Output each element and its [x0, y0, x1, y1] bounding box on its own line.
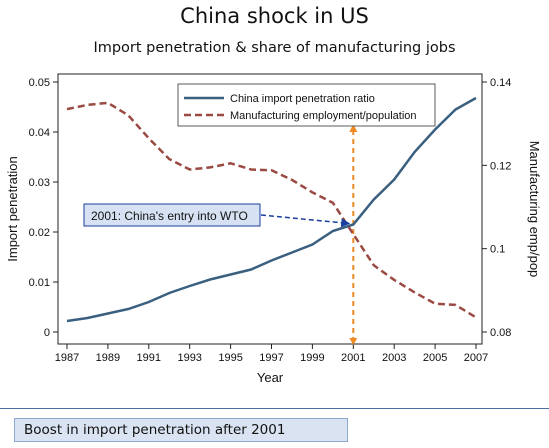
- y-left-tick-label: 0.05: [29, 77, 50, 89]
- legend-label-import-penetration: China import penetration ratio: [230, 93, 375, 105]
- x-axis: 1987 1989 1991 1993 1995 1997 1999 2001 2003 2005…: [55, 344, 488, 364]
- x-tick-label: 1993: [177, 352, 201, 364]
- slide-title: China shock in US: [180, 4, 369, 28]
- y-axis-left-label: Import penetration: [5, 156, 20, 262]
- y-left-tick-label: 0.01: [29, 277, 50, 289]
- x-tick-label: 1989: [96, 352, 120, 364]
- chart-subtitle: Import penetration & share of manufactur…: [93, 40, 456, 56]
- x-axis-label: Year: [257, 370, 284, 385]
- y-right-tick-label: 0.12: [490, 160, 511, 172]
- wto-annotation-text: 2001: China's entry into WTO: [91, 209, 248, 223]
- wto-line-arrow-top: [349, 124, 358, 132]
- wto-annotation-arrow: [260, 214, 351, 228]
- y-axis-left: 0 0.01 0.02 0.03 0.04 0.05: [29, 77, 58, 339]
- x-tick-label: 1999: [300, 352, 324, 364]
- x-tick-label: 1997: [259, 352, 283, 364]
- y-right-tick-label: 0.08: [490, 327, 511, 339]
- y-right-tick-label: 0.14: [490, 77, 511, 89]
- wto-line-arrow-bottom: [349, 338, 358, 345]
- x-tick-label: 2001: [341, 352, 365, 364]
- legend: China import penetration ratio Manufactu…: [177, 83, 436, 127]
- wto-annotation: 2001: China's entry into WTO: [83, 203, 351, 228]
- x-tick-label: 2007: [464, 352, 488, 364]
- plot-area: [57, 73, 483, 345]
- y-left-tick-label: 0.04: [29, 127, 50, 139]
- legend-label-manufacturing-employment: Manufacturing employment/population: [230, 110, 417, 122]
- x-tick-label: 2003: [382, 352, 406, 364]
- x-tick-label: 2005: [423, 352, 447, 364]
- y-left-tick-label: 0.03: [29, 177, 50, 189]
- y-left-tick-label: 0.02: [29, 227, 50, 239]
- legend-box: [177, 83, 436, 127]
- wto-annotation-box: [83, 203, 261, 227]
- x-tick-label: 1987: [55, 352, 79, 364]
- y-right-tick-label: 0.1: [490, 244, 505, 256]
- y-axis-right: 0.08 0.1 0.12 0.14: [482, 77, 511, 339]
- series-manufacturing-employment: [66, 101, 477, 319]
- x-tick-label: 1991: [137, 352, 161, 364]
- footer-callout: Boost in import penetration after 2001: [14, 418, 348, 442]
- y-axis-right-label: Manufacturing emp/pop: [527, 141, 542, 278]
- x-tick-label: 1995: [218, 352, 242, 364]
- y-left-tick-label: 0: [44, 327, 50, 339]
- footer-divider: [0, 408, 549, 409]
- series-china-import-penetration: [66, 96, 477, 323]
